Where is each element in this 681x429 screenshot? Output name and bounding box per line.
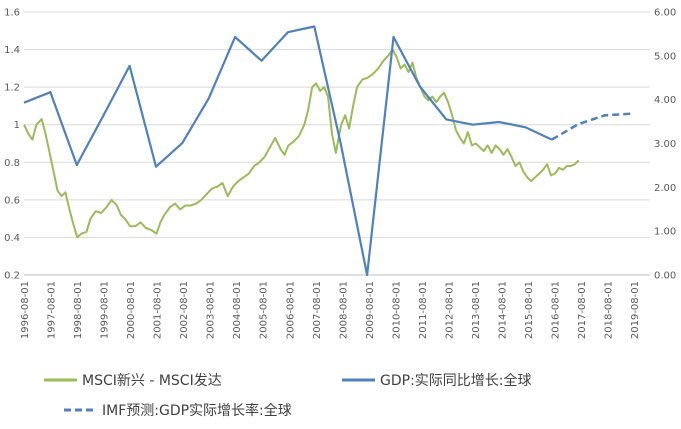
x-tick-label: 1997-08-01 bbox=[47, 281, 58, 339]
x-tick-label: 2005-08-01 bbox=[259, 281, 270, 339]
legend-label-imf: IMF预测:GDP实际增长率:全球 bbox=[102, 402, 292, 419]
x-tick-label: 1998-08-01 bbox=[73, 281, 84, 339]
x-tick-label: 2007-08-01 bbox=[312, 281, 323, 339]
right-axis-ticks: 0.00 1.00 2.00 3.00 4.00 5.00 6.00 bbox=[654, 8, 676, 282]
x-tick-label: 2012-08-01 bbox=[444, 281, 455, 339]
x-tick-label: 2016-08-01 bbox=[551, 281, 562, 339]
x-tick-label: 2014-08-01 bbox=[497, 281, 508, 339]
x-tick-label: 2003-08-01 bbox=[206, 281, 217, 339]
x-tick-label: 2009-08-01 bbox=[365, 281, 376, 339]
x-tick-label: 2000-08-01 bbox=[126, 281, 137, 339]
left-tick-label: 0.6 bbox=[4, 195, 20, 206]
x-tick-label: 1999-08-01 bbox=[100, 281, 111, 339]
left-tick-label: 1.6 bbox=[4, 8, 20, 19]
left-tick-label: 1 bbox=[14, 120, 20, 131]
left-tick-label: 1.2 bbox=[4, 83, 20, 94]
right-tick-label: 2.00 bbox=[654, 183, 676, 194]
x-tick-label: 2010-08-01 bbox=[391, 281, 402, 339]
x-axis-ticks: 1996-08-01 1997-08-01 1998-08-01 1999-08-01… bbox=[20, 274, 650, 339]
left-tick-label: 1.4 bbox=[4, 45, 20, 56]
x-tick-label: 2013-08-01 bbox=[471, 281, 482, 339]
x-tick-label: 2017-08-01 bbox=[577, 281, 588, 339]
right-tick-label: 1.00 bbox=[654, 227, 676, 238]
x-tick-label: 2018-08-01 bbox=[604, 281, 615, 339]
x-tick-label: 2019-08-01 bbox=[630, 281, 641, 339]
x-tick-label: 2001-08-01 bbox=[153, 281, 164, 339]
legend-label-gdp: GDP:实际同比增长:全球 bbox=[380, 372, 532, 389]
x-tick-label: 2002-08-01 bbox=[179, 281, 190, 339]
left-tick-label: 0.2 bbox=[4, 271, 20, 282]
right-tick-label: 4.00 bbox=[654, 95, 676, 106]
x-tick-label: 2015-08-01 bbox=[524, 281, 535, 339]
x-tick-label: 1996-08-01 bbox=[20, 281, 31, 339]
right-tick-label: 5.00 bbox=[654, 51, 676, 62]
left-axis-ticks: 0.2 0.4 0.6 0.8 1 1.2 1.4 1.6 bbox=[4, 8, 20, 282]
x-tick-label: 2006-08-01 bbox=[285, 281, 296, 339]
series-line-1 bbox=[23, 25, 553, 277]
x-tick-label: 2004-08-01 bbox=[232, 281, 243, 339]
left-tick-label: 0.8 bbox=[4, 158, 20, 169]
right-tick-label: 3.00 bbox=[654, 139, 676, 150]
x-tick-label: 2008-08-01 bbox=[338, 281, 349, 339]
legend: MSCI新兴 - MSCI发达 GDP:实际同比增长:全球 IMF预测:GDP实… bbox=[44, 372, 532, 419]
right-tick-label: 6.00 bbox=[654, 8, 676, 19]
right-tick-label: 0.00 bbox=[654, 271, 676, 282]
series-line-2 bbox=[551, 112, 632, 141]
left-tick-label: 0.4 bbox=[4, 233, 20, 244]
series-line-0 bbox=[23, 48, 580, 239]
x-tick-label: 2011-08-01 bbox=[418, 281, 429, 339]
legend-label-msci: MSCI新兴 - MSCI发达 bbox=[82, 373, 222, 389]
series-lines bbox=[23, 25, 632, 277]
